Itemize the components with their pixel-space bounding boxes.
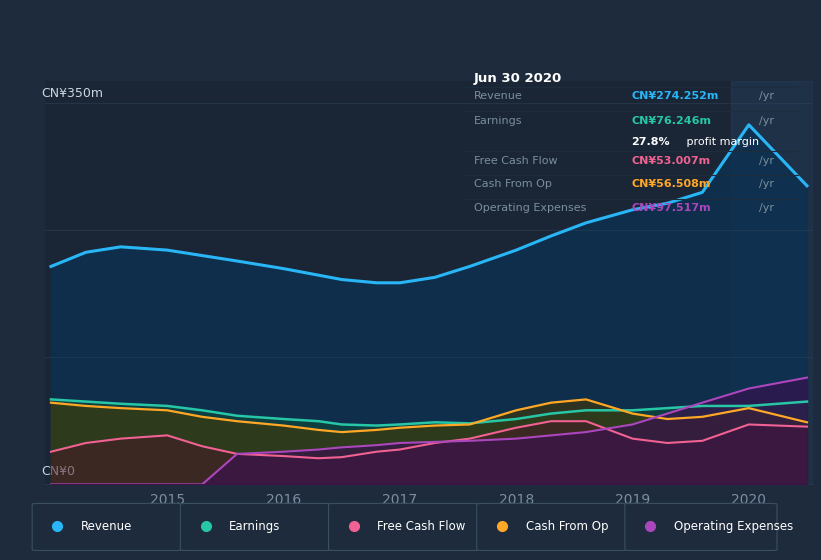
Text: Cash From Op: Cash From Op <box>525 520 608 533</box>
FancyBboxPatch shape <box>32 503 184 550</box>
Text: Free Cash Flow: Free Cash Flow <box>474 156 557 166</box>
Text: CN¥97.517m: CN¥97.517m <box>631 203 711 213</box>
Text: CN¥56.508m: CN¥56.508m <box>631 179 711 189</box>
Text: Jun 30 2020: Jun 30 2020 <box>474 72 562 85</box>
Text: CN¥274.252m: CN¥274.252m <box>631 91 718 101</box>
Text: CN¥53.007m: CN¥53.007m <box>631 156 710 166</box>
Text: Earnings: Earnings <box>229 520 281 533</box>
Text: CN¥76.246m: CN¥76.246m <box>631 116 711 126</box>
Text: CN¥0: CN¥0 <box>41 465 76 478</box>
Text: Earnings: Earnings <box>474 116 522 126</box>
Text: /yr: /yr <box>759 203 773 213</box>
Bar <box>732 81 813 484</box>
FancyBboxPatch shape <box>328 503 480 550</box>
Text: Operating Expenses: Operating Expenses <box>674 520 793 533</box>
Text: /yr: /yr <box>759 116 773 126</box>
Text: /yr: /yr <box>759 179 773 189</box>
Text: CN¥350m: CN¥350m <box>41 87 103 100</box>
Text: /yr: /yr <box>759 156 773 166</box>
FancyBboxPatch shape <box>477 503 629 550</box>
Text: Revenue: Revenue <box>474 91 523 101</box>
FancyBboxPatch shape <box>625 503 777 550</box>
Text: Operating Expenses: Operating Expenses <box>474 203 586 213</box>
Text: 27.8%: 27.8% <box>631 137 670 147</box>
FancyBboxPatch shape <box>181 503 333 550</box>
Text: profit margin: profit margin <box>683 137 759 147</box>
Text: Cash From Op: Cash From Op <box>474 179 552 189</box>
Text: Free Cash Flow: Free Cash Flow <box>378 520 466 533</box>
Text: Revenue: Revenue <box>81 520 132 533</box>
Text: /yr: /yr <box>759 91 773 101</box>
